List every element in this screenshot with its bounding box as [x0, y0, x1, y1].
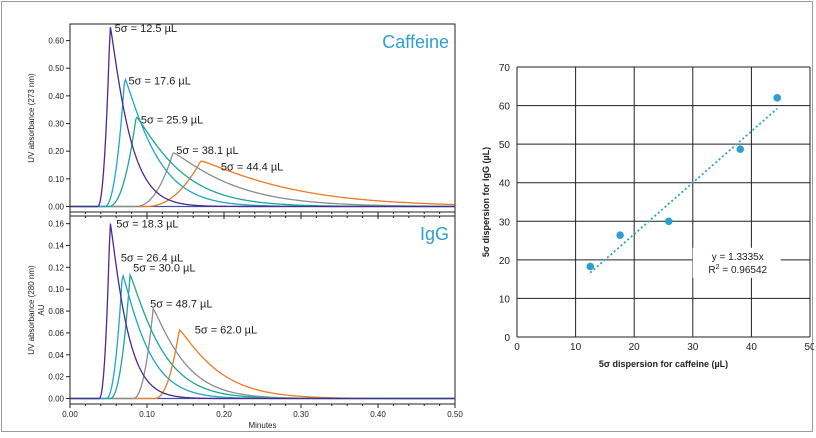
y-tick-label: 0 — [504, 333, 510, 344]
x-tick-label: 0.00 — [62, 410, 78, 419]
y-tick-label: 30 — [499, 217, 511, 228]
y-tick-label: 60 — [499, 102, 511, 113]
r-squared-label: R2 = 0.96542 — [708, 264, 767, 276]
series-line-1 — [70, 273, 455, 400]
peak-label-0: 5σ = 12.5 µL — [115, 23, 177, 35]
series-line-4 — [70, 328, 455, 400]
peak-label-4: 5σ = 62.0 µL — [195, 325, 257, 337]
data-point-1 — [616, 231, 624, 239]
series-line-0 — [70, 223, 455, 400]
peak-label-4: 5σ = 44.4 µL — [221, 161, 283, 173]
x-tick-label: 20 — [629, 342, 641, 353]
x-tick-label: 0.30 — [293, 410, 309, 419]
y-tick-label: 0.08 — [48, 307, 64, 316]
annotation-box — [692, 247, 781, 278]
x-tick-label: 30 — [687, 342, 699, 353]
series-line-3 — [70, 306, 455, 400]
igg-chromatogram: 0.00 0.02 0.04 0.06 0.08 0.10 0.12 0.14 0.16 0.00… — [27, 215, 463, 430]
trendline — [589, 107, 778, 274]
y-tick-label: 40 — [499, 179, 511, 190]
y-tick-label: 0.02 — [48, 373, 64, 382]
y-tick-label: 0.30 — [48, 120, 64, 129]
peak-label-1: 5σ = 17.6 µL — [129, 76, 191, 88]
x-tick-label: 0.40 — [370, 410, 386, 419]
peak-label-3: 5σ = 38.1 µL — [176, 145, 238, 157]
y-axis-unit: AU — [37, 304, 46, 315]
peak-label-3: 5σ = 48.7 µL — [150, 298, 212, 310]
peak-label-0: 5σ = 18.3 µL — [116, 219, 178, 231]
y-tick-label: 0.10 — [48, 285, 64, 294]
y-axis-label: 5σ dispersion for IgG (µL) — [481, 147, 491, 257]
y-tick-label: 0.00 — [48, 202, 64, 211]
y-tick-label: 0.10 — [48, 175, 64, 184]
x-tick-label: 40 — [746, 342, 758, 353]
y-tick-label: 0.12 — [48, 263, 64, 272]
series-line-0 — [70, 27, 455, 208]
data-point-4 — [773, 94, 781, 102]
y-tick-label: 0.60 — [48, 37, 64, 46]
x-tick-label: 10 — [570, 342, 582, 353]
peak-label-1: 5σ = 26.4 µL — [121, 253, 183, 265]
panel-title: Caffeine — [382, 32, 449, 52]
x-tick-label: 0.50 — [447, 410, 463, 419]
y-tick-label: 70 — [499, 63, 511, 74]
y-tick-label: 0.06 — [48, 329, 64, 338]
x-tick-label: 0.20 — [216, 410, 232, 419]
y-tick-label: 0.50 — [48, 64, 64, 73]
x-axis-label: Minutes — [248, 421, 276, 430]
y-tick-label: 50 — [499, 140, 511, 151]
r-squared-exponent: 2 — [716, 264, 720, 271]
y-tick-label: 20 — [499, 256, 511, 267]
x-tick-label: 50 — [804, 342, 814, 353]
series-line-3 — [70, 152, 455, 208]
chart-canvas: 0.00 0.10 0.20 0.30 0.40 0.50 0.60 UV absorbanc… — [27, 23, 816, 430]
peak-label-2: 5σ = 25.9 µL — [141, 114, 203, 126]
y-tick-label: 0.00 — [48, 395, 64, 404]
dispersion-correlation: 0 10 20 30 40 50 0 10 20 30 40 50 60 70 5σ dispersion … — [481, 63, 816, 369]
y-tick-label: 0.20 — [48, 147, 64, 156]
x-axis-label: 5σ dispersion for caffeine (µL) — [599, 359, 728, 369]
x-tick-label: 0 — [514, 342, 520, 353]
y-axis-label: UV absorbance (273 nm) — [27, 73, 36, 163]
trend-equation: y = 1.3335x — [712, 252, 764, 263]
y-tick-label: 0.16 — [48, 220, 64, 229]
y-tick-label: 10 — [499, 294, 511, 305]
y-tick-label: 0.14 — [48, 242, 64, 251]
data-point-2 — [664, 217, 673, 226]
caffeine-chromatogram: 0.00 0.10 0.20 0.30 0.40 0.50 0.60 UV absorbanc… — [27, 23, 456, 216]
panel-title: IgG — [420, 224, 449, 244]
series-line-1 — [70, 77, 455, 208]
data-point-0 — [586, 262, 595, 271]
y-tick-label: 0.04 — [48, 351, 64, 360]
data-point-3 — [736, 145, 745, 153]
peak-label-2: 5σ = 30.0 µL — [133, 262, 195, 274]
x-tick-label: 0.10 — [139, 410, 155, 419]
plot-area — [69, 23, 456, 213]
r-squared-value: = 0.96542 — [720, 265, 768, 276]
r-squared-symbol: R — [708, 265, 715, 276]
y-axis-label: UV absorbance (280 nm) — [27, 265, 36, 355]
plot-area — [69, 215, 456, 405]
y-tick-label: 0.40 — [48, 92, 64, 101]
